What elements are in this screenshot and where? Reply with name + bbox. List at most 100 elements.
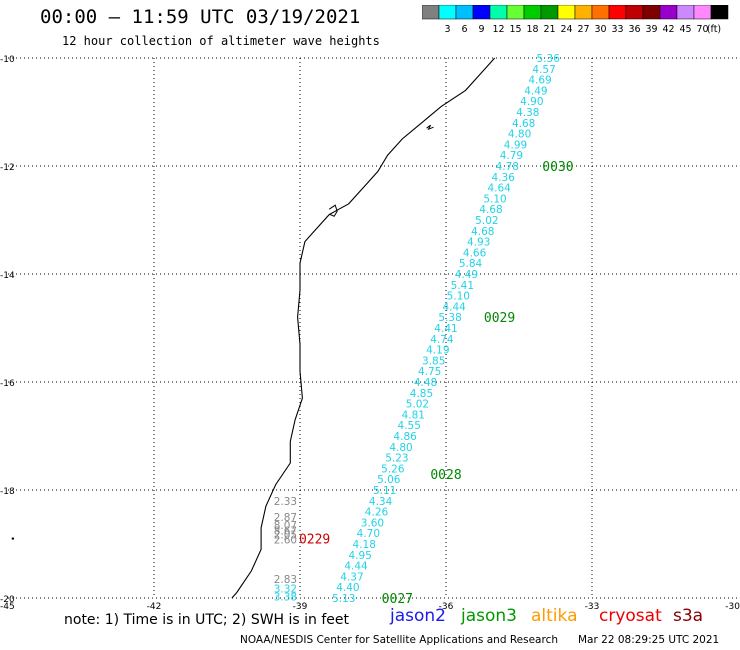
lat-tick-label: -20 [0,595,15,605]
lat-tick-label: -14 [0,271,15,281]
swh-value-label: 5.13 [332,593,355,605]
colorbar-label: 70 [696,24,708,35]
colorbar-label: 45 [679,24,691,35]
coast-detail [426,124,434,131]
swh-value-label: 5.36 [537,53,561,65]
swh-value-label: 4.80 [508,129,531,141]
lat-tick-label: -16 [0,379,15,389]
lon-tick-label: -36 [439,602,454,610]
swh-value-label: 4.66 [463,247,487,259]
pass-time-label: 0030 [542,160,573,175]
colorbar-label: 21 [543,24,555,35]
swh-value-label: 4.64 [487,183,511,195]
swh-value-label: 4.49 [524,85,547,97]
lon-tick-label: -33 [585,602,600,610]
swh-value-label: 4.38 [516,107,539,119]
satellite-legend-s3a: s3a [673,606,704,626]
swh-value-label: 4.26 [365,507,389,519]
colorbar-label: 36 [628,24,640,35]
swh-value-label: 4.90 [520,96,543,108]
swh-value-label: 4.55 [398,420,421,432]
swh-value-label: 4.75 [418,366,441,378]
swh-value-label: 4.49 [455,269,478,281]
swh-value-label: 4.68 [479,204,502,216]
satellite-legend-jason2: jason2 [390,606,446,626]
note-text: note: 1) Time is in UTC; 2) SWH is in fe… [64,612,350,628]
swh-value-label: 4.41 [434,323,457,335]
satellite-legend-altika: altika [531,606,578,626]
colorbar-label: 24 [560,24,572,35]
satellite-legend-cryosat: cryosat [599,606,662,626]
swh-value-label: 4.48 [414,377,437,389]
colorbar-label: 9 [478,24,484,35]
swh-value-label: 4.34 [369,496,393,508]
map-subtitle: 12 hour collection of altimeter wave hei… [62,34,380,48]
lon-tick-label: -39 [293,602,308,610]
swh-value-label: 2.60 [274,535,297,547]
bay-detail [328,204,338,217]
swh-value-label: 2.87 [274,512,297,524]
swh-value-label: 4.44 [344,561,368,573]
colorbar-label: 27 [577,24,589,35]
swh-value-label: 4.68 [512,118,535,130]
swh-value-label: 5.23 [385,453,408,465]
swh-value-label: 5.02 [475,215,498,227]
swh-value-label: 8.07 [274,520,297,532]
swh-value-label: 4.37 [340,571,363,583]
swh-value-label: 4.79 [500,150,523,162]
swh-value-label: 4.19 [426,345,449,357]
swh-value-label: 5.26 [381,463,405,475]
lon-tick-label: -45 [0,602,15,610]
swh-value-label: 4.81 [402,409,425,421]
altimeter-map: -10 -12 -14 -16 -18 -20-45 -42 -39 -36 -33 -30 5.36… [0,53,740,610]
colorbar-label: 6 [461,24,467,35]
swh-value-label: 4.80 [389,442,412,454]
swh-value-label: 4.99 [504,139,527,151]
colorbar-label: 18 [526,24,538,35]
colorbar-label: 39 [645,24,657,35]
swh-value-label: 4.78 [496,161,519,173]
colorbar-swatch [710,5,729,20]
swh-value-label: 5.11 [373,485,396,497]
pass-time-label: 0028 [430,468,461,483]
colorbar-label: 33 [611,24,623,35]
lon-tick-label: -30 [725,602,740,610]
swh-value-label: 5.10 [447,291,470,303]
swh-value-label: 4.93 [467,237,490,249]
swh-value-label: 5.84 [459,258,483,270]
swh-value-label: 2.83 [274,574,297,586]
coastline [231,57,496,599]
swh-value-label: 3.32 [274,583,297,595]
map-title: 00:00 – 11:59 UTC 03/19/2021 [40,6,361,28]
marker-dot [11,537,15,540]
colorbar-label: 12 [492,24,504,35]
swh-value-label: 4.68 [471,226,494,238]
swh-value-label: 3.60 [361,517,384,529]
swh-value-label: 3.85 [422,355,445,367]
swh-value-label: 4.36 [492,172,516,184]
swh-value-label: 4.40 [336,582,359,594]
swh-value-label: 4.69 [528,75,551,87]
swh-value-label: 4.70 [357,528,380,540]
pass-time-label: 0029 [484,311,515,326]
swh-value-label: 4.57 [532,64,555,76]
wave-height-colorbar: 3 6 9 12 15 18 21 24 27 30 33 36 39 42 45 70(ft) [422,5,729,35]
swh-value-label: 2.05 [274,529,297,541]
swh-value-label: 4.86 [393,431,417,443]
swh-value-label: 2.33 [274,496,297,508]
colorbar-label: 15 [509,24,521,35]
pass-time-label: 0027 [382,592,413,607]
swh-value-label: 4.44 [442,301,466,313]
satellite-legend-jason3: jason3 [461,606,517,626]
lat-tick-label: -12 [0,163,15,173]
colorbar-label: 30 [594,24,606,35]
lat-tick-label: -10 [0,55,15,65]
lon-tick-label: -42 [147,602,162,610]
swh-value-label: 4.18 [353,539,376,551]
swh-value-label: 3.38 [274,591,297,603]
swh-value-label: 5.38 [438,312,461,324]
lat-tick-label: -18 [0,487,15,497]
footer-timestamp: Mar 22 08:29:25 UTC 2021 [578,634,720,646]
swh-value-label: 5.02 [406,399,429,411]
footer-credit: NOAA/NESDIS Center for Satellite Applica… [240,634,558,646]
